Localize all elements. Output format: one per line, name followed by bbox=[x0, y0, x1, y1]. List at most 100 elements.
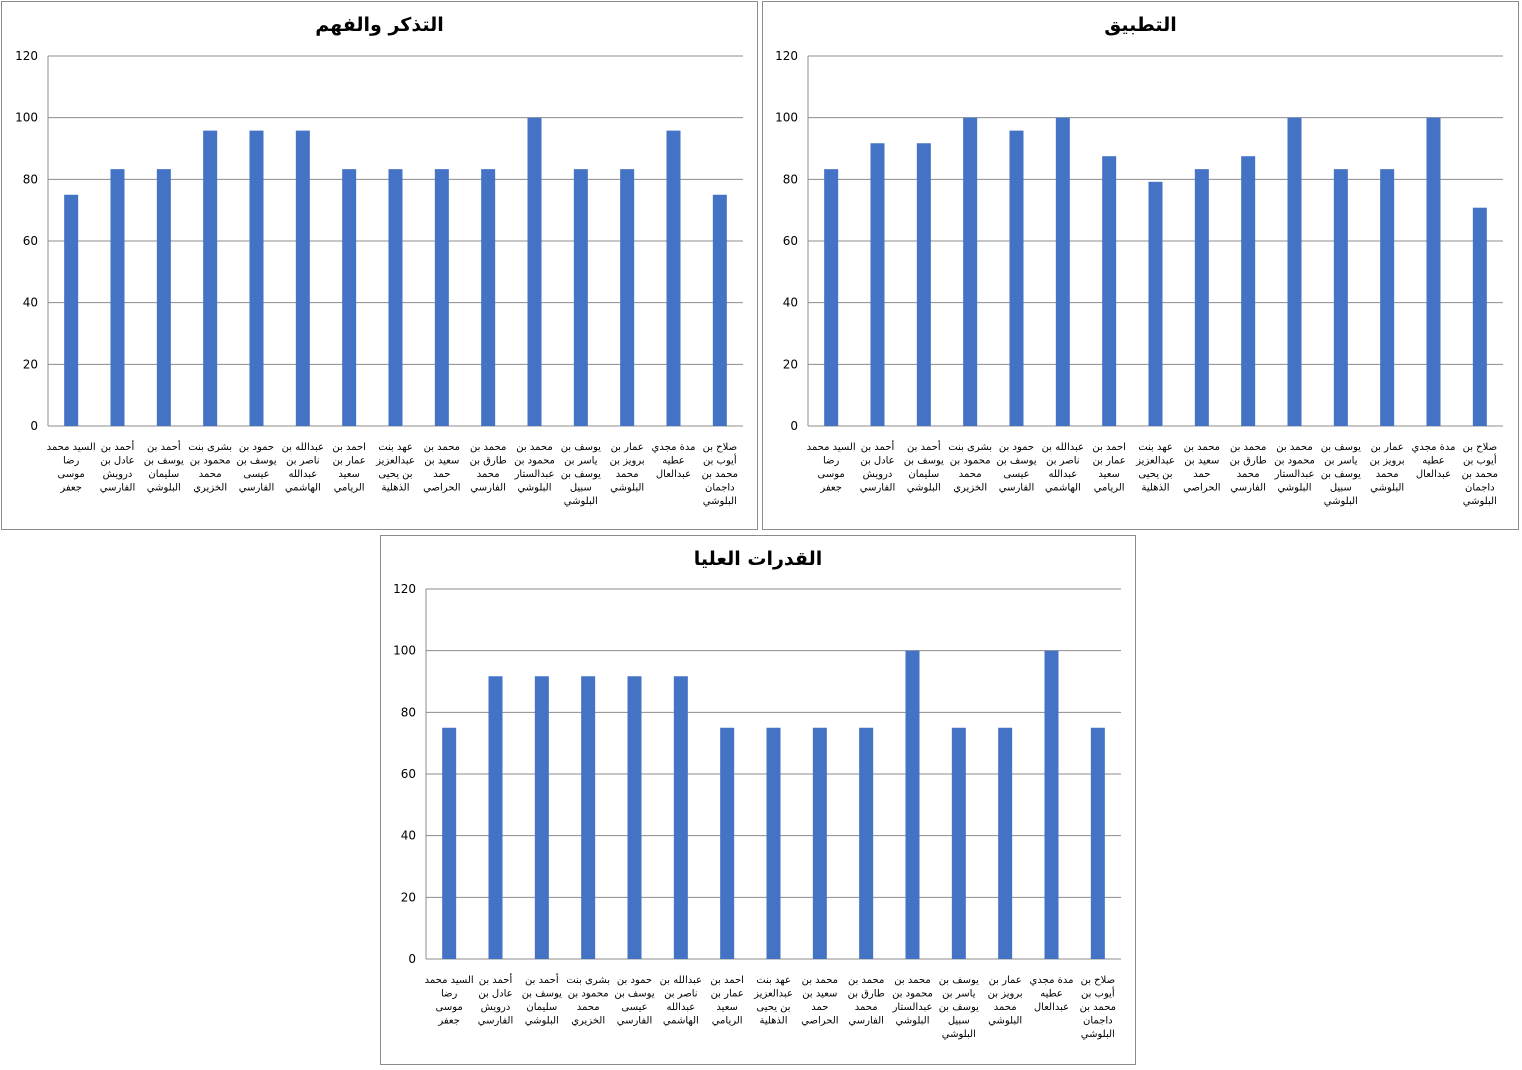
x-tick-label-line: البلوشي bbox=[988, 1016, 1022, 1027]
x-tick-label-line: محمود بن bbox=[568, 989, 609, 1000]
x-tick-label: حمود بن يوسف بن عيسى الفارسي bbox=[236, 442, 276, 494]
x-tick-label: السيد محمد رضا موسى جعفر bbox=[425, 975, 474, 1027]
y-tick-label: 100 bbox=[393, 644, 416, 658]
x-tick-label-line: حمود بن bbox=[239, 442, 274, 453]
x-tick-label-line: يوسف بن bbox=[1321, 469, 1361, 480]
x-tick-label-line: الذهلية bbox=[381, 483, 409, 494]
x-tick-label-line: داجمان bbox=[705, 483, 735, 494]
y-tick-label: 40 bbox=[23, 296, 38, 310]
bar bbox=[1090, 727, 1105, 959]
y-tick-label: 40 bbox=[783, 296, 798, 310]
bar bbox=[1009, 130, 1024, 426]
x-tick-label-line: محمود بن bbox=[950, 456, 991, 467]
chart-panel-remember-understand: التذكر والفهم 0 20 40 60 80 100 120 السيد محمد ر… bbox=[1, 1, 758, 530]
x-tick-label: صلاح بن أيوب بن محمد بن داجمان البلوشي bbox=[1080, 975, 1116, 1040]
x-tick-label: محمد بن محمود بن عبدالستار البلوشي bbox=[1274, 442, 1315, 494]
x-tick-label: عبدالله بن ناصر بن عبدالله الهاشمي bbox=[282, 442, 324, 494]
x-tick-label-line: حمود بن bbox=[617, 975, 652, 986]
x-tick-label-line: عبدالستار bbox=[892, 1002, 933, 1013]
x-tick-label-line: محمد بن bbox=[1080, 1002, 1116, 1013]
bar bbox=[951, 727, 966, 959]
x-tick-label: عبدالله بن ناصر بن عبدالله الهاشمي bbox=[1042, 442, 1084, 494]
bar bbox=[434, 169, 449, 427]
x-tick-label-line: جعفر bbox=[59, 483, 82, 494]
x-tick-label-line: سليمان bbox=[148, 469, 179, 480]
x-tick-label-line: بشرى بنت bbox=[566, 975, 610, 986]
x-tick-label-line: عادل بن bbox=[100, 456, 134, 467]
x-tick-label-line: البلوشي bbox=[895, 1016, 929, 1027]
x-tick-label-line: السيد محمد bbox=[425, 975, 474, 986]
x-tick-label-line: يوسف بن bbox=[236, 456, 276, 467]
x-tick-label-line: الريامي bbox=[334, 483, 365, 494]
bar bbox=[1287, 117, 1302, 427]
x-tick-label-line: أحمد بن bbox=[525, 973, 559, 986]
x-tick-label-line: عطيه bbox=[662, 456, 685, 467]
x-tick-label-line: الذهلية bbox=[1141, 483, 1169, 494]
x-tick-label-line: يوسف بن bbox=[614, 989, 654, 1000]
x-tick-label: عهد بنت عبدالعزيز بن يحيى الذهلية bbox=[753, 975, 793, 1027]
bar bbox=[620, 169, 635, 427]
bar bbox=[627, 676, 642, 959]
x-tick-label: محمد بن سعيد بن حمد الحراصي bbox=[1183, 442, 1220, 494]
x-tick-label-line: رضا bbox=[441, 989, 458, 1000]
x-tick-label-line: مدة مجدي bbox=[1030, 975, 1074, 986]
y-tick-label: 120 bbox=[775, 49, 798, 63]
x-tick-label: محمد بن محمود بن عبدالستار البلوشي bbox=[892, 975, 933, 1027]
x-tick-label-line: عيسى bbox=[243, 469, 269, 480]
x-tick-label-line: بشرى بنت bbox=[948, 442, 992, 453]
bar bbox=[859, 727, 874, 959]
x-tick-label-line: مدة مجدي bbox=[652, 442, 696, 453]
x-tick-label: محمد بن طارق بن محمد الفارسي bbox=[848, 975, 885, 1027]
x-tick-label: محمد بن سعيد بن حمد الحراصي bbox=[801, 975, 838, 1027]
x-tick-label-line: سبيل bbox=[570, 483, 592, 494]
x-tick-label-line: عطيه bbox=[1422, 456, 1445, 467]
x-tick-label: بشرى بنت محمود بن محمد الخزيري bbox=[188, 442, 232, 494]
y-tick-label: 20 bbox=[23, 357, 38, 371]
x-tick-label-line: الفارسي bbox=[239, 483, 274, 494]
x-tick-label-line: سبيل bbox=[948, 1016, 970, 1027]
x-tick-label: مدة مجدي عطيه عبدالعال bbox=[1030, 975, 1074, 1013]
x-tick-label-line: عبدالعزيز bbox=[753, 989, 793, 1000]
x-tick-label-line: ناصر بن bbox=[664, 989, 697, 1000]
bar bbox=[905, 650, 920, 959]
x-tick-label-line: احمد بن bbox=[1092, 442, 1126, 453]
y-tick-label: 120 bbox=[393, 582, 416, 596]
x-tick-label-line: محمد بن bbox=[802, 975, 838, 986]
x-tick-label-line: عبدالستار bbox=[1274, 469, 1315, 480]
x-tick-label: أحمد بن عادل بن درويش الفارسي bbox=[100, 440, 135, 494]
x-tick-label: عمار بن برويز بن محمد البلوشي bbox=[988, 975, 1023, 1027]
x-tick-label-line: حمد bbox=[433, 469, 450, 480]
x-tick-label-line: أحمد بن bbox=[907, 440, 941, 453]
x-tick-label-line: الحراصي bbox=[801, 1016, 838, 1027]
x-tick-label-line: البلوشي bbox=[525, 1016, 559, 1027]
x-tick-label-line: محمود بن bbox=[190, 456, 231, 467]
x-tick-label-line: يوسف بن bbox=[996, 456, 1036, 467]
y-tick-label: 0 bbox=[30, 419, 38, 433]
y-tick-label: 20 bbox=[783, 357, 798, 371]
x-tick-label-line: سليمان bbox=[526, 1002, 557, 1013]
x-tick-label-line: سعيد بن bbox=[1184, 456, 1219, 467]
x-tick-label-line: الخزيري bbox=[953, 483, 987, 494]
x-tick-label-line: الحراصي bbox=[1183, 483, 1220, 494]
x-tick-label-line: صلاح بن bbox=[1463, 442, 1498, 453]
bar bbox=[1102, 156, 1117, 427]
x-tick-label-line: ياسر بن bbox=[942, 989, 976, 1000]
x-tick-label-line: طارق بن bbox=[470, 456, 507, 467]
x-tick-label-line: البلوشي bbox=[610, 483, 644, 494]
x-tick-label: بشرى بنت محمود بن محمد الخزيري bbox=[566, 975, 610, 1027]
x-tick-label-line: محمد bbox=[959, 469, 982, 480]
x-tick-label-line: موسى bbox=[58, 469, 85, 480]
x-tick-label-line: السيد محمد bbox=[807, 442, 856, 453]
bar bbox=[1472, 207, 1487, 426]
x-tick-label-line: الريامي bbox=[1094, 483, 1125, 494]
x-tick-label-line: محمد بن bbox=[1462, 469, 1498, 480]
x-tick-label-line: درويش bbox=[863, 469, 893, 480]
x-tick-label-line: عيسى bbox=[1003, 469, 1029, 480]
x-tick-label-line: موسى bbox=[818, 469, 845, 480]
x-tick-label-line: عبدالله بن bbox=[660, 975, 702, 986]
y-tick-label: 0 bbox=[408, 952, 416, 966]
x-tick-label-line: البلوشي bbox=[1324, 496, 1358, 507]
x-tick-label: حمود بن يوسف بن عيسى الفارسي bbox=[614, 975, 654, 1027]
x-tick-label-line: محمد بن bbox=[1184, 442, 1220, 453]
x-tick-label-line: احمد بن bbox=[710, 975, 744, 986]
